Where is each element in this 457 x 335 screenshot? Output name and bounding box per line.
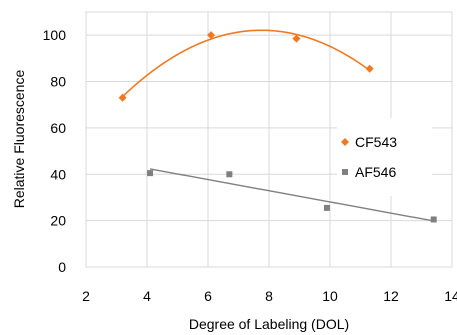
trendline-af546 (149, 168, 434, 222)
legend: CF543 AF546 (337, 118, 432, 196)
y-tick-labels: 0 20 40 60 80 100 (43, 27, 67, 275)
y-tick-label: 60 (50, 120, 66, 136)
x-tick-label: 4 (143, 288, 151, 304)
data-point-cf543 (118, 93, 127, 102)
trendline-cf543 (122, 29, 371, 98)
data-point-af546 (430, 216, 437, 223)
gridlines (85, 12, 453, 268)
legend-item-af546: AF546 (342, 164, 396, 180)
x-tick-label: 14 (444, 288, 457, 304)
y-axis-label: Relative Fluorescence (11, 70, 27, 209)
legend-marker-square (342, 169, 348, 175)
y-tick-label: 80 (50, 74, 66, 90)
y-tick-label: 0 (58, 259, 66, 275)
x-tick-label: 8 (265, 288, 273, 304)
data-point-af546 (147, 170, 154, 177)
data-points (118, 31, 437, 223)
x-tick-label: 10 (322, 288, 338, 304)
x-tick-label: 6 (204, 288, 212, 304)
legend-label: AF546 (355, 164, 396, 180)
trendlines (122, 29, 434, 222)
data-point-af546 (226, 171, 233, 178)
legend-marker-diamond (341, 138, 349, 146)
x-tick-label: 2 (82, 288, 90, 304)
data-point-cf543 (292, 34, 301, 43)
y-tick-label: 20 (50, 213, 66, 229)
data-point-cf543 (207, 31, 216, 40)
data-point-af546 (323, 204, 330, 211)
y-tick-label: 100 (43, 27, 67, 43)
x-tick-label: 12 (383, 288, 399, 304)
legend-label: CF543 (355, 134, 397, 150)
x-axis-label: Degree of Labeling (DOL) (189, 316, 349, 332)
legend-item-cf543: CF543 (341, 134, 397, 150)
legend-box (337, 118, 432, 196)
y-tick-label: 40 (50, 166, 66, 182)
x-tick-labels: 2 4 6 8 10 12 14 (82, 288, 457, 304)
data-point-cf543 (365, 64, 374, 73)
